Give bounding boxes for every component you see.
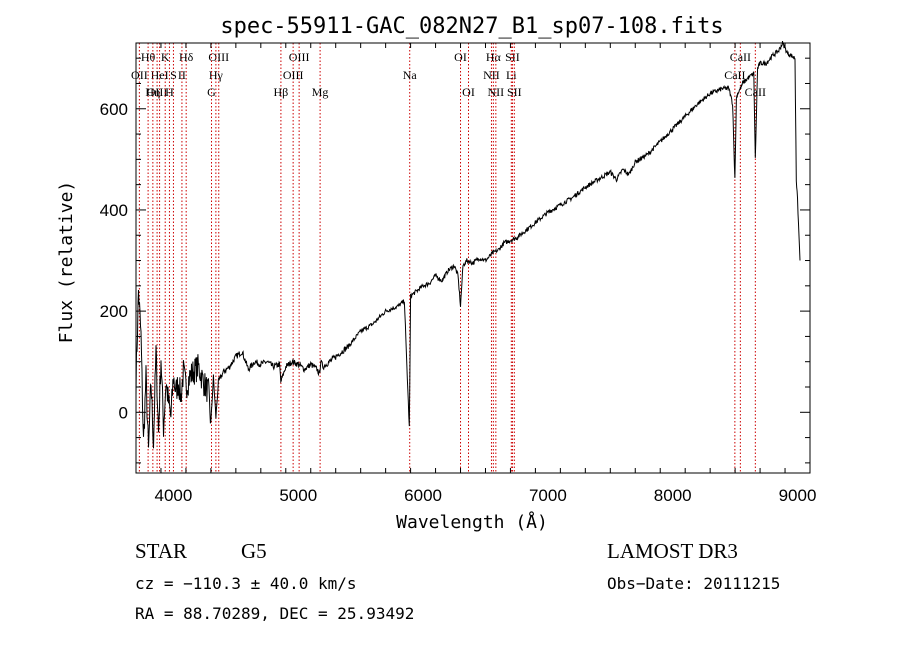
- marker-label: II: [178, 68, 186, 82]
- y-tick-label: 0: [119, 403, 128, 422]
- x-tick-label: 4000: [155, 486, 193, 505]
- marker-label: Li: [506, 68, 517, 82]
- object-class: STAR: [135, 539, 187, 563]
- chart-title: spec-55911-GAC_082N27_B1_sp07-108.fits: [220, 14, 723, 39]
- marker-label: NII: [483, 68, 500, 82]
- marker-label: Hη: [145, 85, 160, 99]
- y-tick-label: 200: [100, 302, 128, 321]
- marker-label: SII: [505, 50, 520, 64]
- marker-label: Hα: [486, 50, 502, 64]
- plot-frame: [135, 42, 811, 474]
- marker-label: SII: [507, 85, 522, 99]
- marker-label: Mg: [312, 85, 329, 99]
- marker-label: OI: [454, 50, 467, 64]
- marker-label: CaII: [724, 68, 745, 82]
- marker-label: OIII: [208, 50, 229, 64]
- x-tick-label: 8000: [654, 486, 692, 505]
- axes: 4000 5000 6000 7000 8000 9000 0 200 400 600: [100, 42, 817, 505]
- y-axis-label: Flux (relative): [56, 181, 77, 344]
- marker-label: CaII: [745, 85, 766, 99]
- marker-label: OIII: [283, 68, 304, 82]
- flux-line: [135, 41, 801, 449]
- flux-series: [135, 41, 801, 449]
- marker-label: OIII: [147, 85, 168, 99]
- survey-name: LAMOST DR3: [607, 539, 738, 563]
- marker-label: OI: [462, 85, 475, 99]
- x-tick-label: 5000: [279, 486, 317, 505]
- marker-label: Hδ: [179, 50, 194, 64]
- marker-label: H: [165, 85, 174, 99]
- redshift-cz: cz = −110.3 ± 40.0 km/s: [135, 574, 357, 593]
- x-tick-label: 9000: [779, 486, 817, 505]
- marker-label: Hγ: [209, 68, 224, 82]
- marker-label: NII: [488, 85, 505, 99]
- marker-label: OIII: [289, 50, 310, 64]
- marker-label: Hβ: [274, 85, 289, 99]
- marker-label: OII: [131, 68, 148, 82]
- coordinates: RA = 88.70289, DEC = 25.93492: [135, 604, 415, 623]
- marker-label: CaII: [730, 50, 751, 64]
- y-tick-label: 600: [100, 100, 128, 119]
- observation-date: Obs−Date: 20111215: [607, 574, 781, 593]
- x-tick-label: 7000: [529, 486, 567, 505]
- marker-label: Hθ: [141, 50, 156, 64]
- marker-label: Na: [403, 68, 418, 82]
- marker-label: K: [161, 50, 170, 64]
- line-markers: Hθ OII OIII K HeI Hη SH Hδ II OIII Hγ G OIII OIII Hβ Mg…: [131, 43, 766, 473]
- y-tick-label: 400: [100, 201, 128, 220]
- marker-label: G: [207, 85, 216, 99]
- marker-label: S: [170, 68, 177, 82]
- x-tick-label: 6000: [404, 486, 442, 505]
- x-axis-label: Wavelength (Å): [396, 511, 548, 533]
- spectral-subclass: G5: [241, 539, 267, 563]
- marker-label: HeI: [151, 68, 169, 82]
